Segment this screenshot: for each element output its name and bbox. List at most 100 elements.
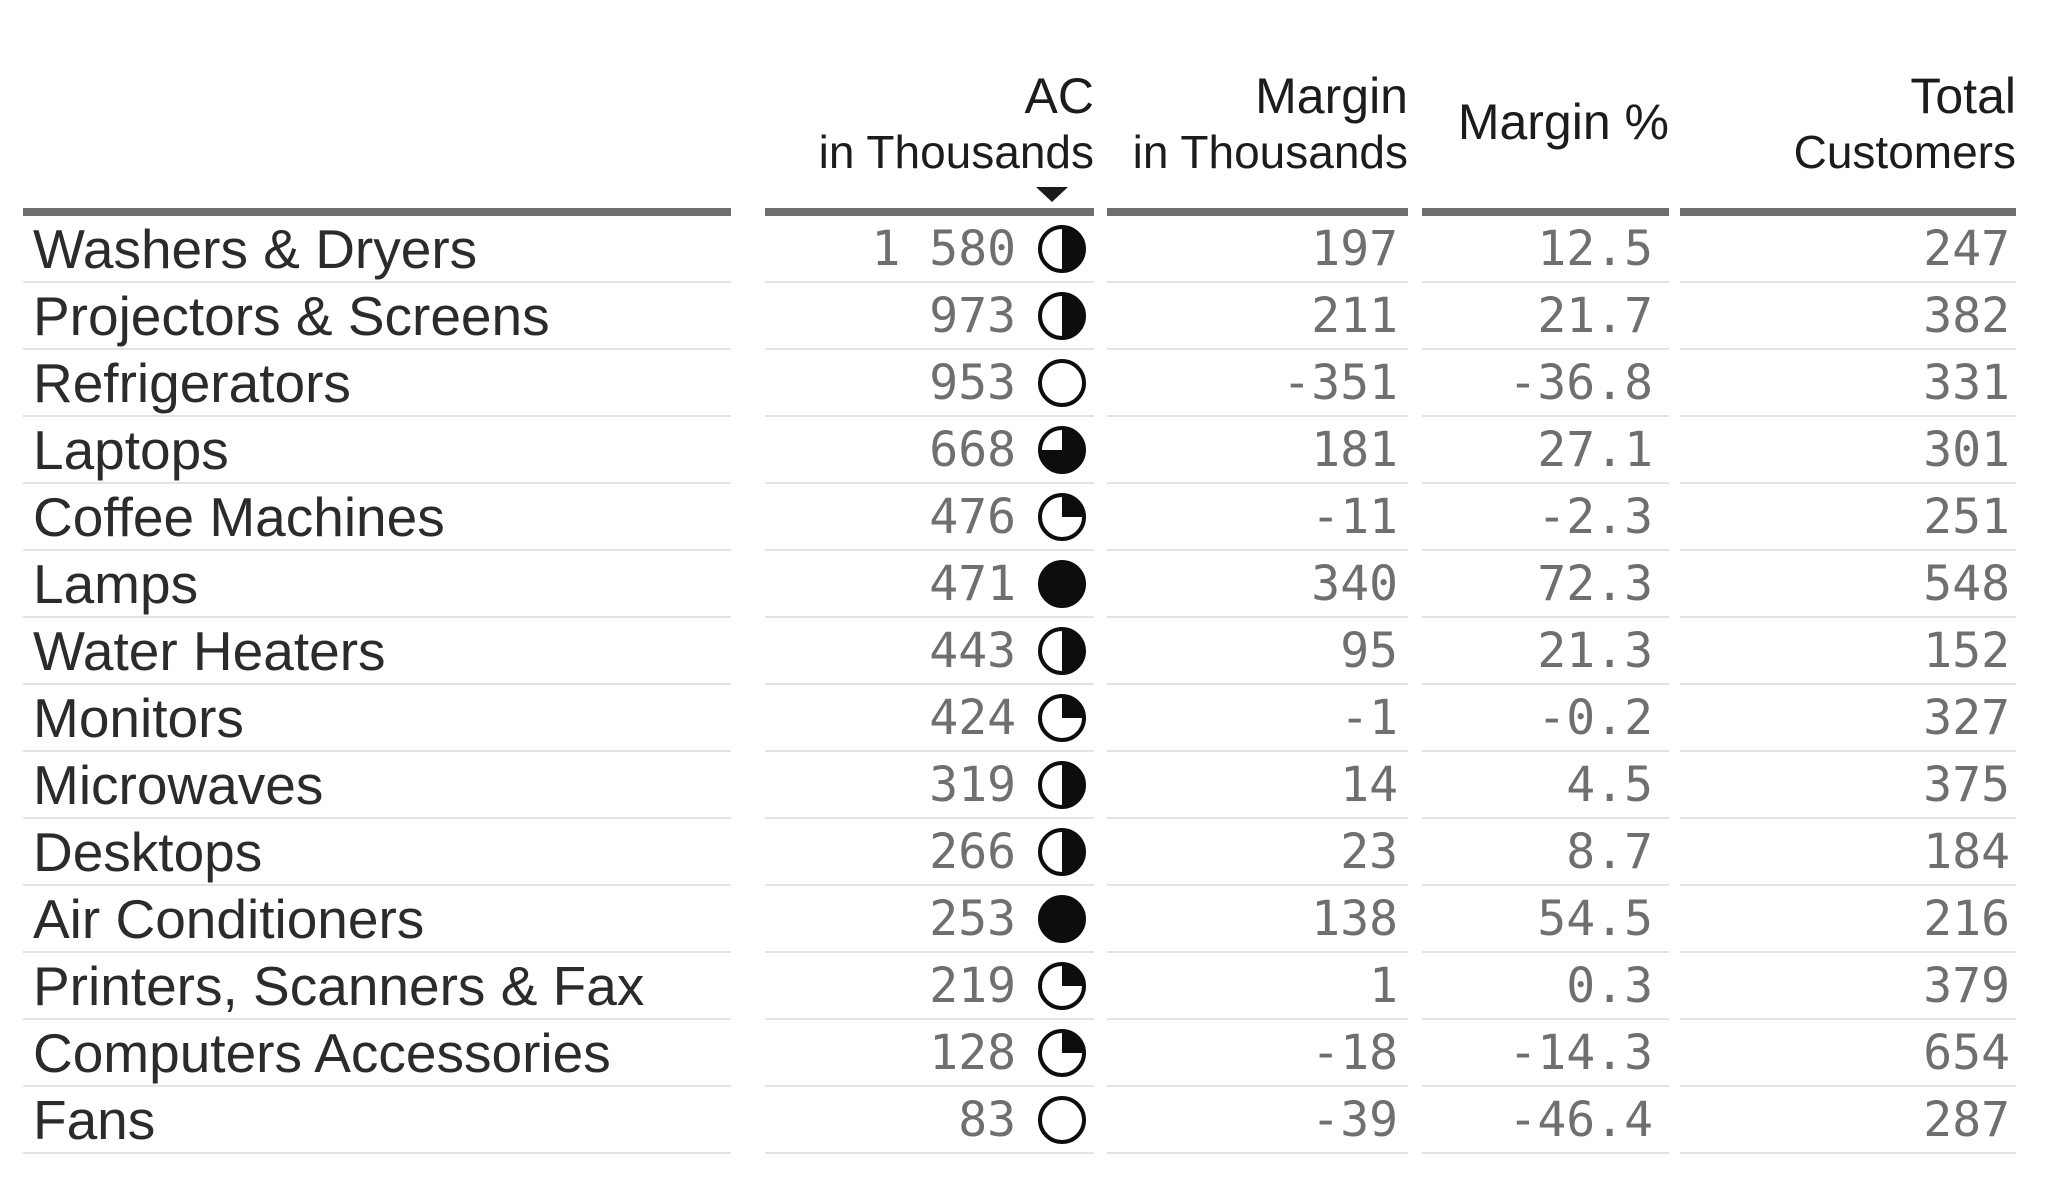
margin-cell: 211 bbox=[1107, 283, 1408, 350]
category-cell: Laptops bbox=[23, 417, 731, 484]
column-gap bbox=[1669, 685, 1680, 752]
column-gap bbox=[731, 0, 765, 216]
column-gap bbox=[1669, 886, 1680, 953]
ac-value: 219 bbox=[929, 957, 1016, 1014]
customers-cell: 375 bbox=[1680, 752, 2016, 819]
margin-value: -1 bbox=[1340, 689, 1398, 746]
ac-cell: 219 bbox=[765, 953, 1094, 1020]
ac-cell: 319 bbox=[765, 752, 1094, 819]
header-margin-pct-sortable[interactable]: Margin % bbox=[1422, 0, 1669, 216]
margin-pct-cell: 27.1 bbox=[1422, 417, 1669, 484]
ac-value: 953 bbox=[929, 354, 1016, 411]
column-gap bbox=[1408, 0, 1422, 216]
column-gap bbox=[1094, 283, 1107, 350]
table-row: Fans 83 -39 -46.4 287 bbox=[23, 1087, 2016, 1154]
column-gap bbox=[1094, 216, 1107, 283]
column-gap bbox=[1669, 618, 1680, 685]
ac-value: 973 bbox=[929, 287, 1016, 344]
customers-value: 548 bbox=[1923, 555, 2010, 612]
customers-cell: 152 bbox=[1680, 618, 2016, 685]
column-gap bbox=[731, 1020, 765, 1087]
category-cell: Lamps bbox=[23, 551, 731, 618]
ac-value: 128 bbox=[929, 1024, 1016, 1081]
customers-cell: 331 bbox=[1680, 350, 2016, 417]
harvey-ball-icon bbox=[1038, 492, 1086, 541]
ac-value: 253 bbox=[929, 890, 1016, 947]
margin-value: 211 bbox=[1311, 287, 1398, 344]
ac-cell: 443 bbox=[765, 618, 1094, 685]
margin-pct-cell: -2.3 bbox=[1422, 484, 1669, 551]
margin-pct-value: 0.3 bbox=[1566, 957, 1653, 1014]
customers-value: 327 bbox=[1923, 689, 2010, 746]
margin-cell: 340 bbox=[1107, 551, 1408, 618]
ac-cell: 476 bbox=[765, 484, 1094, 551]
table-row: Laptops 668 181 27.1 301 bbox=[23, 417, 2016, 484]
harvey-ball-icon bbox=[1038, 358, 1086, 407]
column-gap bbox=[1408, 1020, 1422, 1087]
margin-cell: -18 bbox=[1107, 1020, 1408, 1087]
customers-cell: 548 bbox=[1680, 551, 2016, 618]
margin-value: 181 bbox=[1311, 421, 1398, 478]
table-row: Microwaves 319 14 4.5 375 bbox=[23, 752, 2016, 819]
category-label: Desktops bbox=[33, 820, 263, 883]
ac-cell: 973 bbox=[765, 283, 1094, 350]
margin-pct-value: -14.3 bbox=[1508, 1024, 1654, 1081]
table-row: Washers & Dryers 1 580 197 12.5 247 bbox=[23, 216, 2016, 283]
header-customers-label-line2: Customers bbox=[1793, 126, 2016, 178]
customers-cell: 301 bbox=[1680, 417, 2016, 484]
category-label: Printers, Scanners & Fax bbox=[33, 954, 645, 1017]
category-cell: Refrigerators bbox=[23, 350, 731, 417]
category-cell: Air Conditioners bbox=[23, 886, 731, 953]
table-row: Coffee Machines 476 -11 -2.3 251 bbox=[23, 484, 2016, 551]
column-gap bbox=[1094, 752, 1107, 819]
margin-pct-value: 8.7 bbox=[1566, 823, 1653, 880]
table-row: Lamps 471 340 72.3 548 bbox=[23, 551, 2016, 618]
margin-pct-value: 21.3 bbox=[1537, 622, 1653, 679]
harvey-ball-icon bbox=[1038, 559, 1086, 608]
ac-value: 668 bbox=[929, 421, 1016, 478]
table-row: Printers, Scanners & Fax 219 1 0.3 379 bbox=[23, 953, 2016, 1020]
margin-pct-value: 4.5 bbox=[1566, 756, 1653, 813]
column-gap bbox=[1669, 953, 1680, 1020]
column-gap bbox=[1408, 283, 1422, 350]
header-customers-label-line1: Total bbox=[1910, 68, 2016, 124]
margin-pct-value: 27.1 bbox=[1537, 421, 1653, 478]
header-margin-pct-label: Margin % bbox=[1457, 94, 1669, 150]
column-gap bbox=[1408, 953, 1422, 1020]
margin-cell: 95 bbox=[1107, 618, 1408, 685]
margin-pct-cell: 72.3 bbox=[1422, 551, 1669, 618]
margin-value: 138 bbox=[1311, 890, 1398, 947]
margin-value: 14 bbox=[1340, 756, 1398, 813]
column-gap bbox=[1094, 819, 1107, 886]
margin-value: -39 bbox=[1311, 1091, 1398, 1148]
margin-pct-value: 54.5 bbox=[1537, 890, 1653, 947]
category-cell: Projectors & Screens bbox=[23, 283, 731, 350]
category-cell: Desktops bbox=[23, 819, 731, 886]
ac-value: 319 bbox=[929, 756, 1016, 813]
customers-value: 287 bbox=[1923, 1091, 2010, 1148]
table-row: Computers Accessories 128 -18 -14.3 654 bbox=[23, 1020, 2016, 1087]
column-gap bbox=[731, 685, 765, 752]
column-gap bbox=[1669, 484, 1680, 551]
column-gap bbox=[731, 417, 765, 484]
category-cell: Washers & Dryers bbox=[23, 216, 731, 283]
ac-value: 83 bbox=[958, 1091, 1016, 1148]
ac-cell: 128 bbox=[765, 1020, 1094, 1087]
customers-value: 382 bbox=[1923, 287, 2010, 344]
category-label: Air Conditioners bbox=[33, 887, 425, 950]
header-customers-sortable[interactable]: Total Customers bbox=[1680, 0, 2016, 216]
table-header: AC in Thousands Margin in Thousands Marg… bbox=[23, 0, 2016, 216]
column-gap bbox=[731, 216, 765, 283]
column-gap bbox=[731, 551, 765, 618]
category-cell: Microwaves bbox=[23, 752, 731, 819]
category-cell: Fans bbox=[23, 1087, 731, 1154]
margin-pct-value: 12.5 bbox=[1537, 220, 1653, 277]
column-gap bbox=[1669, 551, 1680, 618]
header-margin-sortable[interactable]: Margin in Thousands bbox=[1107, 0, 1408, 216]
header-ac-sortable[interactable]: AC in Thousands bbox=[765, 0, 1094, 216]
customers-value: 379 bbox=[1923, 957, 2010, 1014]
category-cell: Monitors bbox=[23, 685, 731, 752]
margin-pct-cell: 21.7 bbox=[1422, 283, 1669, 350]
margin-pct-cell: 12.5 bbox=[1422, 216, 1669, 283]
column-gap bbox=[731, 1087, 765, 1154]
